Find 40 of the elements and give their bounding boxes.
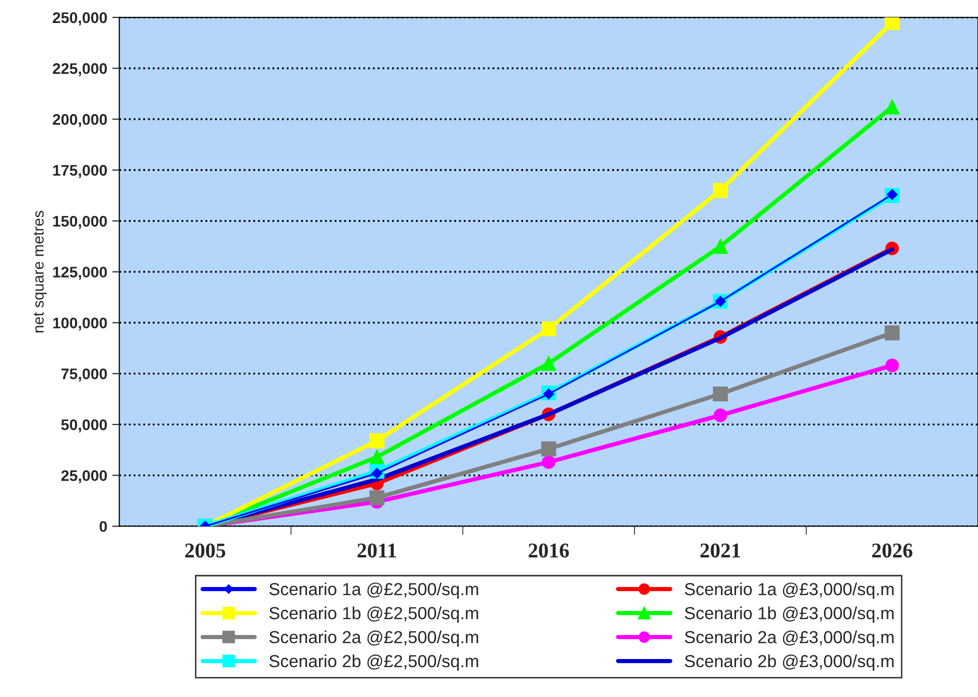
legend-label: Scenario 1b @£2,500/sq.m xyxy=(269,606,478,623)
point xyxy=(541,321,556,336)
point xyxy=(884,100,900,114)
y-tick-label: 0 xyxy=(100,521,107,532)
x-tick-label: 2021 xyxy=(700,544,740,558)
point xyxy=(884,325,900,340)
legend-label: Scenario 2a @£3,000/sq.m xyxy=(684,630,894,647)
y-tick-label: 250,000 xyxy=(52,12,107,26)
legend-label: Scenario 2b @£2,500/sq.m xyxy=(269,654,478,671)
x-tick-label: 2005 xyxy=(185,544,226,558)
legend-label: Scenario 1a @£2,500/sq.m xyxy=(269,582,478,599)
y-tick-label: 25,000 xyxy=(61,470,107,484)
point xyxy=(712,182,728,198)
point xyxy=(541,441,556,456)
legend-label: Scenario 1b @£3,000/sq.m xyxy=(684,606,894,623)
y-tick-label: 150,000 xyxy=(53,216,107,229)
y-tick-label: 200,000 xyxy=(52,114,107,128)
point xyxy=(712,386,728,402)
y-tick-label: 175,000 xyxy=(53,164,107,178)
point xyxy=(369,433,384,448)
point xyxy=(542,455,556,469)
point xyxy=(541,356,556,371)
x-tick-label: 2016 xyxy=(528,544,569,558)
y-tick-label: 75,000 xyxy=(61,368,107,382)
legend-label: Scenario 2a @£2,500/sq.m xyxy=(269,630,478,647)
y-tick-label: 100,000 xyxy=(53,318,107,331)
y-axis-title: net square metres xyxy=(34,210,47,332)
legend-label: Scenario 2b @£3,000/sq.m xyxy=(684,654,894,671)
point xyxy=(884,17,900,30)
point xyxy=(714,408,728,422)
point xyxy=(885,358,899,372)
point xyxy=(369,490,384,506)
y-tick-label: 125,000 xyxy=(53,266,107,280)
x-tick-label: 2026 xyxy=(872,544,912,558)
x-tick-label: 2011 xyxy=(358,544,396,558)
y-tick-label: 225,000 xyxy=(52,63,107,76)
point xyxy=(369,450,384,464)
point xyxy=(712,238,728,254)
y-tick-label: 50,000 xyxy=(61,419,107,432)
legend-label: Scenario 1a @£3,000/sq.m xyxy=(684,582,894,599)
